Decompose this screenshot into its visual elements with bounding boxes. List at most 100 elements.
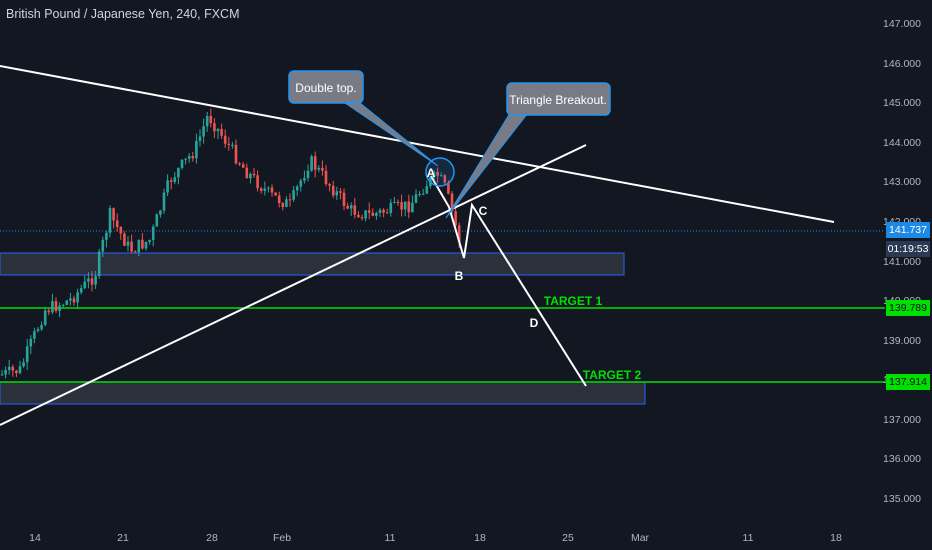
candle-body [58, 305, 61, 311]
time-tick-label: Feb [273, 532, 291, 544]
candle-body [281, 202, 285, 208]
candle-body [378, 209, 382, 213]
price-axis[interactable]: 147.000146.000145.000144.000143.000142.0… [883, 18, 921, 505]
candle-body [43, 310, 47, 325]
candle-body [166, 180, 169, 193]
candle-body [371, 212, 375, 216]
candle-body [241, 164, 245, 168]
candle-body [54, 301, 58, 311]
time-tick-label: 11 [385, 532, 396, 544]
double-top-pointer [343, 102, 439, 167]
candle-body [18, 366, 22, 374]
target2-label: TARGET 2 [583, 368, 642, 382]
candle-body [169, 180, 173, 182]
candle-body [29, 338, 33, 347]
candle-body [191, 156, 195, 159]
candle-body [324, 170, 328, 185]
candle-body [69, 298, 72, 301]
descending-trendline[interactable] [0, 65, 835, 223]
current-price-tag: 141.737 [886, 222, 930, 238]
wave-c-label: C [479, 204, 488, 218]
candle-body [202, 126, 205, 137]
candle-body [4, 370, 7, 375]
triangle-breakout-label: Triangle Breakout. [509, 93, 607, 107]
candle-body [47, 310, 51, 313]
candle-body [418, 194, 421, 196]
candle-body [385, 212, 389, 214]
candle-body [367, 210, 371, 213]
candle-body [447, 182, 450, 194]
ascending-trendline[interactable] [0, 144, 587, 426]
price-tick-label: 146.000 [883, 58, 921, 70]
price-tick-label: 144.000 [883, 137, 921, 149]
support-zone[interactable] [0, 381, 646, 405]
candle-body [213, 123, 216, 132]
candle-body [335, 191, 339, 196]
candle-body [72, 298, 76, 303]
candle-body [151, 226, 155, 241]
candle-body [155, 214, 159, 227]
candle-body [259, 188, 263, 191]
candle-body [396, 201, 400, 203]
candle-body [220, 128, 223, 136]
candle-body [360, 217, 364, 219]
candle-body [101, 239, 105, 252]
price-tick-label: 137.000 [883, 414, 921, 426]
candle-body [270, 187, 274, 193]
candle-body [105, 232, 108, 240]
price-tick-label: 135.000 [883, 493, 921, 505]
candle-body [79, 288, 83, 293]
candlestick-series [0, 108, 461, 379]
target1-price-tag: 139.789 [886, 300, 930, 316]
candle-body [187, 156, 191, 159]
time-tick-label: 28 [206, 532, 218, 544]
candle-body [256, 175, 259, 189]
countdown-tag: 01:19:53 [886, 241, 930, 257]
candle-body [148, 240, 151, 242]
wave-projection-path[interactable] [430, 175, 587, 387]
candle-body [238, 163, 241, 165]
time-tick-label: 14 [29, 532, 41, 544]
candle-body [245, 167, 249, 179]
candle-body [303, 178, 306, 181]
candle-body [108, 208, 112, 233]
candle-body [285, 199, 288, 208]
candle-body [306, 170, 310, 179]
candle-body [144, 241, 148, 249]
wave-a-label: A [427, 166, 436, 180]
candle-body [209, 115, 213, 124]
target1-label: TARGET 1 [544, 294, 603, 308]
resistance-zone[interactable] [0, 252, 625, 276]
symbol-title[interactable]: British Pound / Japanese Yen, 240, FXCM [6, 7, 240, 21]
candle-body [263, 188, 267, 191]
candle-body [443, 175, 447, 183]
target2-price-tag: 137.914 [886, 374, 930, 390]
time-tick-label: 18 [474, 532, 486, 544]
candle-body [130, 241, 133, 252]
time-axis[interactable]: 14 21 28 Feb 11 18 25 Mar 11 18 [29, 532, 842, 544]
candle-body [195, 140, 198, 159]
time-tick-label: 21 [117, 532, 129, 544]
candle-body [231, 144, 234, 146]
double-top-callout[interactable] [288, 70, 364, 104]
candle-body [252, 173, 256, 176]
candle-body [313, 156, 317, 170]
candle-body [123, 233, 126, 246]
double-top-circle[interactable] [425, 157, 455, 187]
candle-body [83, 281, 87, 289]
candle-body [439, 175, 443, 177]
time-tick-label: 18 [830, 532, 842, 544]
candle-body [457, 225, 461, 243]
candle-body [403, 201, 407, 210]
triangle-breakout-callout[interactable] [506, 82, 611, 116]
wave-b-label: B [455, 269, 464, 283]
candle-body [177, 167, 180, 178]
candle-body [87, 278, 90, 282]
candle-body [288, 199, 292, 201]
candle-body [277, 195, 281, 203]
price-tick-label: 147.000 [883, 18, 921, 30]
candle-body [133, 251, 137, 253]
candle-body [141, 239, 144, 249]
candle-body [382, 209, 385, 213]
